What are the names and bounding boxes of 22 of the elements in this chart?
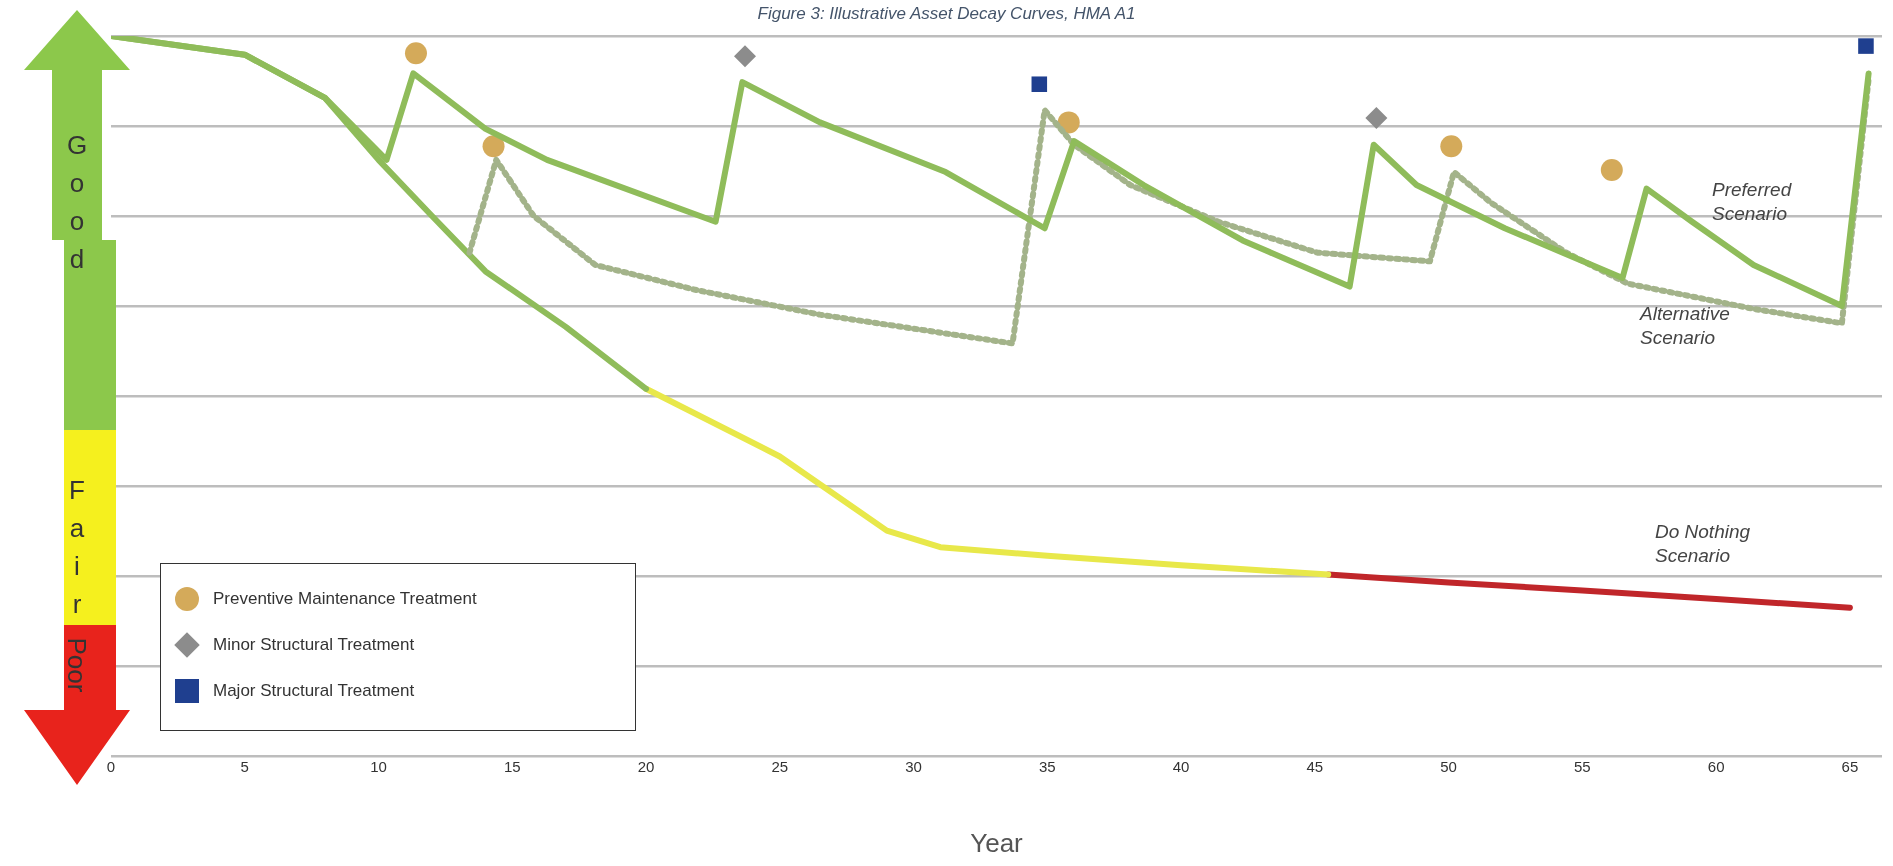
annotation: Preferred Scenario xyxy=(1712,178,1793,226)
x-tick-label: 45 xyxy=(1306,758,1324,776)
x-tick-label: 20 xyxy=(637,758,655,776)
x-tick-label: 0 xyxy=(106,758,116,776)
legend-label: Minor Structural Treatment xyxy=(213,635,415,655)
x-tick-label: 65 xyxy=(1841,758,1859,776)
x-tick-label: 15 xyxy=(503,758,521,776)
chart-title: Figure 3: Illustrative Asset Decay Curves, HMA A1 xyxy=(756,4,1137,24)
x-tick-label: 5 xyxy=(240,758,249,776)
legend-label: Major Structural Treatment xyxy=(213,681,415,701)
x-tick-label: 60 xyxy=(1707,758,1725,776)
x-tick-label: 40 xyxy=(1172,758,1190,776)
x-axis-title: Year xyxy=(969,828,1024,859)
annotation: Do Nothing Scenario xyxy=(1655,520,1752,568)
x-tick-label: 25 xyxy=(771,758,789,776)
x-tick-label: 55 xyxy=(1574,758,1591,776)
x-tick-label: 50 xyxy=(1440,758,1457,776)
x-tick-label: 30 xyxy=(905,758,922,776)
annotation: Alternative Scenario xyxy=(1640,302,1731,350)
x-tick-label: 10 xyxy=(370,758,387,776)
legend-label: Preventive Maintenance Treatment xyxy=(213,589,477,609)
x-tick-label: 35 xyxy=(1038,758,1056,776)
